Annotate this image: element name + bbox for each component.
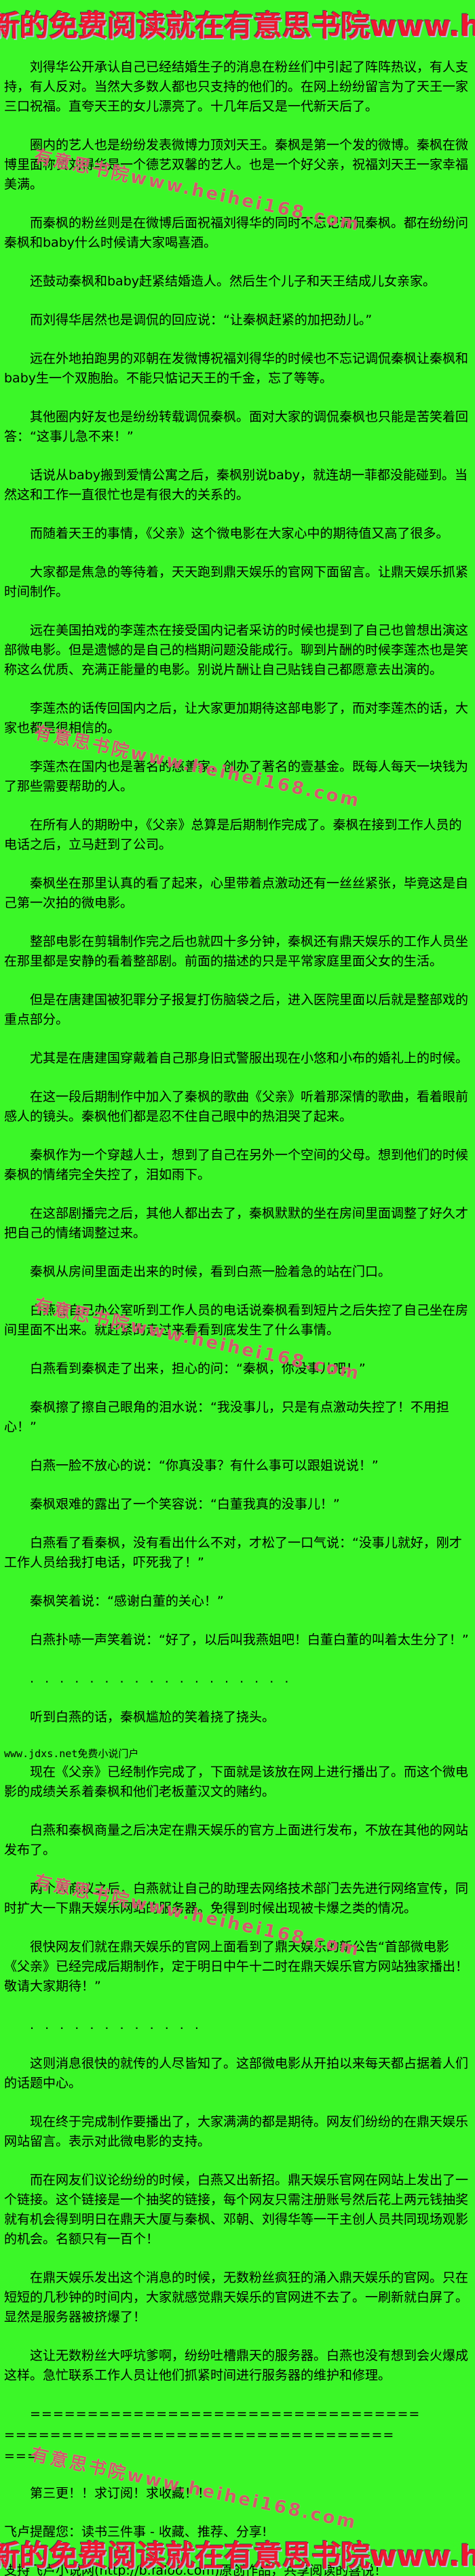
paragraph: 其他圈内好友也是纷纷转载调侃秦枫。面对大家的调侃秦枫也只能是苦笑着回答：“这事儿… [4,409,469,444]
paragraph: 而在网友们议论纷纷的时候，白燕又出新招。鼎天娱乐官网在网站上发出了一个链接。这个… [4,2173,469,2247]
paragraph: 在鼎天娱乐发出这个消息的时候，无数粉丝疯狂的涌入鼎天娱乐的官网。只在短短的几秒钟… [4,2270,469,2325]
jdxs-ad-line[interactable]: www.jdxs.net免费小说门户 [4,1748,139,1760]
paragraph: 话说从baby搬到爱情公寓之后，秦枫别说baby，就连胡一菲都没能碰到。当然这和… [4,468,468,502]
paragraph: 白燕一脸不放心的说：“你真没事？有什么事可以跟姐说说！” [30,1458,379,1473]
paragraph: 尤其是在唐建国穿戴着自己那身旧式警服出现在小悠和小布的婚礼上的时候。 [30,1051,469,1066]
faloo-reminder: 飞卢提醒您：读书三件事 - 收藏、推荐、分享! [4,2524,267,2539]
paragraph: . . . . . . . . . . . . [30,2017,202,2032]
paragraph: 两个人商议之后，白燕就让自己的助理去网络技术部门去先进行网络宣传，同时扩大一下鼎… [4,1881,469,1916]
bottom-ad-banner[interactable]: 新的免费阅读就在有意思书院www.heihei168.com [0,2539,475,2573]
paragraph: 现在《父亲》已经制作完成了，下面就是该放在网上进行播出了。而这个微电影的成绩关系… [4,1765,469,1799]
paragraph: 白燕扑哧一声笑着说：“好了，以后叫我燕姐吧！白董白董的叫着太生分了！” [30,1632,469,1647]
paragraph: 听到白燕的话，秦枫尴尬的笑着挠了挠头。 [30,1710,276,1725]
paragraph: 而秦枫的粉丝则是在微博后面祝福刘得华的同时不忘记调侃秦枫。都在纷纷问秦枫和bab… [4,216,469,250]
paragraph: 而随着天王的事情，《父亲》这个微电影在大家心中的期待值又高了很多。 [30,526,449,541]
paragraph: 在这部剧播完之后，其他人都出去了，秦枫默默的坐在房间里面调整了好久才把自己的情绪… [4,1206,469,1241]
paragraph: 白燕在自己办公室听到工作人员的电话说秦枫看到短片之后失控了自己坐在房间里面不出来… [4,1303,469,1337]
paragraph: 白燕看到秦枫走了出来，担心的问：“秦枫，你没事儿吧！” [30,1361,366,1376]
paragraph: 在所有人的期盼中，《父亲》总算是后期制作完成了。秦枫在接到工作人员的电话之后，立… [4,818,462,852]
paragraph: 但是在唐建国被犯罪分子报复打伤脑袋之后，进入医院里面以后就是整部戏的重点部分。 [4,992,469,1027]
paragraph: 这让无数粉丝大呼坑爹啊，纷纷吐槽鼎天的服务器。白燕也没有想到会火爆成这样。急忙联… [4,2348,469,2383]
paragraph: 在这一段后期制作中加入了秦枫的歌曲《父亲》听着那深情的歌曲，看着眼前感人的镜头。… [4,1089,469,1124]
paragraph: 秦枫擦了擦自己眼角的泪水说：“我没事儿，只是有点激动失控了！不用担心！” [4,1400,449,1434]
paragraph: 白燕和秦枫商量之后决定在鼎天娱乐的官方上面进行发布，不放在其他的网站发布了。 [4,1823,469,1857]
top-ad-banner[interactable]: 新的免费阅读就在有意思书院www.heihei168.com [0,9,475,43]
paragraph: 秦枫笑着说：“感谢白董的关心！” [30,1594,224,1609]
paragraph: 秦枫坐在那里认真的看了起来，心里带着点激动还有一丝丝紧张，毕竟这是自己第一次拍的… [4,876,469,910]
paragraph: 李莲杰的话传回国内之后，让大家更加期待这部电影了，而对李莲杰的话，大家也都是很相… [4,701,469,736]
paragraph: 秦枫从房间里面走出来的时候，看到白燕一脸着急的站在门口。 [30,1264,392,1279]
paragraph: 李莲杰在国内也是著名的慈善家，创办了著名的壹基金。既每人每天一块钱为了那些需要帮… [4,759,469,794]
paragraph: 白燕看了看秦枫，没有看出什么不对，才松了一口气说：“没事儿就好，刚才工作人员给我… [4,1535,462,1570]
paragraph: ================================== [30,2407,421,2421]
paragraph: 很快网友们就在鼎天娱乐的官网上面看到了鼎天娱乐的新公告“首部微电影《父亲》已经完… [4,1939,469,1994]
paragraph: ================================== [4,2428,395,2442]
paragraph: 还鼓动秦枫和baby赶紧结婚造人。然后生个儿子和天王结成儿女亲家。 [30,274,436,289]
paragraph: 秦枫作为一个穿越人士，想到了自己在另外一个空间的父母。想到他们的时候秦枫的情绪完… [4,1148,469,1182]
paragraph: 远在外地拍跑男的邓朝在发微博祝福刘得华的时候也不忘记调侃秦枫让秦枫和baby生一… [4,351,469,386]
paragraph: === [4,2449,39,2463]
update-note: 第三更！！求订阅！求收藏！！ [30,2486,211,2501]
paragraph: 圈内的艺人也是纷纷发表微博力顶刘天王。秦枫是第一个发的微博。秦枫在微博里面称赞刘… [4,138,469,192]
paragraph: . . . . . . . . . . . . . . . . . . [30,1671,292,1686]
faloo-link[interactable]: 支持飞卢小说网(http://b.faloo.com)原创作品，共享阅读的喜悦！ [4,2563,387,2576]
paragraph: 整部电影在剪辑制作完之后也就四十多分钟，秦枫还有鼎天娱乐的工作人员坐在那里都是安… [4,934,469,969]
paragraph: 大家都是焦急的等待着，天天跑到鼎天娱乐的官网下面留言。让鼎天娱乐抓紧时间制作。 [4,565,469,599]
paragraph: 远在美国拍戏的李莲杰在接受国内记者采访的时候也提到了自己也曾想出演这部微电影。但… [4,623,469,677]
paragraph: 这则消息很快的就传的人尽皆知了。这部微电影从开拍以来每天都占据着人们的话题中心。 [4,2056,469,2091]
paragraph: 现在终于完成制作要播出了，大家满满的都是期待。网友们纷纷的在鼎天娱乐网站留言。表… [4,2114,469,2149]
paragraph: 而刘得华居然也是调侃的回应说：“让秦枫赶紧的加把劲儿。” [30,313,373,327]
paragraph: 秦枫艰难的露出了一个笑容说：“白董我真的没事儿！” [30,1497,340,1512]
paragraph: 刘得华公开承认自己已经结婚生子的消息在粉丝们中引起了阵阵热议，有人支持，有人反对… [4,60,469,114]
